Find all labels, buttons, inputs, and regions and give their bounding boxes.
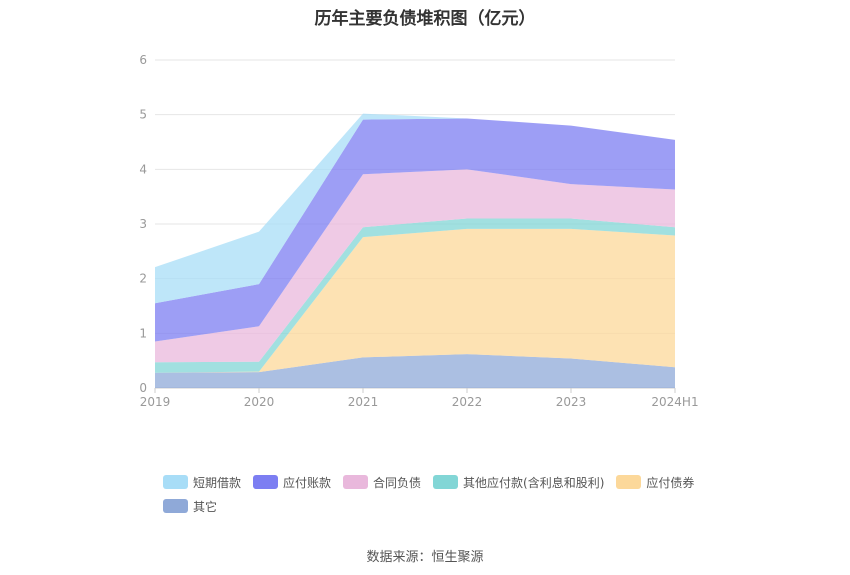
x-tick-label: 2020 <box>244 395 275 409</box>
area-series-4[interactable] <box>155 118 675 342</box>
x-tick-label: 2019 <box>140 395 171 409</box>
area-series <box>155 113 675 388</box>
legend-swatch <box>433 475 459 489</box>
legend-swatch <box>163 499 188 513</box>
legend-label: 其它 <box>193 499 218 514</box>
legend-label: 其他应付款(含利息和股利) <box>463 475 605 490</box>
area-series-5[interactable] <box>155 113 675 304</box>
area-series-1[interactable] <box>155 228 675 373</box>
x-tick-label: 2021 <box>348 395 379 409</box>
x-tick-label: 2024H1 <box>651 395 698 409</box>
chart-title: 历年主要负债堆积图（亿元） <box>314 9 536 29</box>
legend-item[interactable]: 短期借款 <box>163 474 241 490</box>
y-tick-label: 2 <box>139 272 147 286</box>
legend-label: 应付债券 <box>646 475 695 490</box>
y-tick-label: 6 <box>139 53 147 67</box>
area-series-3[interactable] <box>155 169 675 363</box>
y-tick-label: 1 <box>139 326 147 340</box>
legend: 短期借款 应付账款 合同负债 其他应付款(含利息和股利) 应付债券其它 <box>163 474 723 514</box>
legend-item[interactable]: 其他应付款(含利息和股利) <box>433 474 604 490</box>
axes: 0 1 2 3 4 5 6 2019 2020 2021 2022 2023 2024H1 <box>139 53 698 409</box>
legend-swatch <box>616 475 642 489</box>
legend-item[interactable]: 合同负债 <box>343 474 421 490</box>
legend-swatch <box>343 475 369 489</box>
area-series-0[interactable] <box>155 354 675 388</box>
x-tick-label: 2023 <box>556 395 587 409</box>
stacked-area-chart: 0 1 2 3 4 5 6 2019 2020 2021 2022 2023 2024H1 <box>139 53 698 409</box>
y-tick-label: 0 <box>139 381 147 395</box>
legend-item[interactable]: 其它 <box>163 498 217 514</box>
x-tick-label: 2022 <box>452 395 483 409</box>
legend-label: 合同负债 <box>373 475 422 490</box>
legend-item[interactable]: 应付账款 <box>253 474 331 490</box>
legend-label: 短期借款 <box>193 475 242 490</box>
y-tick-label: 4 <box>139 162 147 176</box>
legend-swatch <box>253 475 279 489</box>
legend-item[interactable]: 应付债券 <box>616 474 694 490</box>
y-tick-label: 3 <box>139 217 147 231</box>
legend-swatch <box>163 475 188 489</box>
area-series-2[interactable] <box>155 218 675 373</box>
data-source: 数据来源：恒生聚源 <box>366 550 484 565</box>
legend-label: 应付账款 <box>283 475 332 490</box>
y-tick-label: 5 <box>139 108 147 122</box>
